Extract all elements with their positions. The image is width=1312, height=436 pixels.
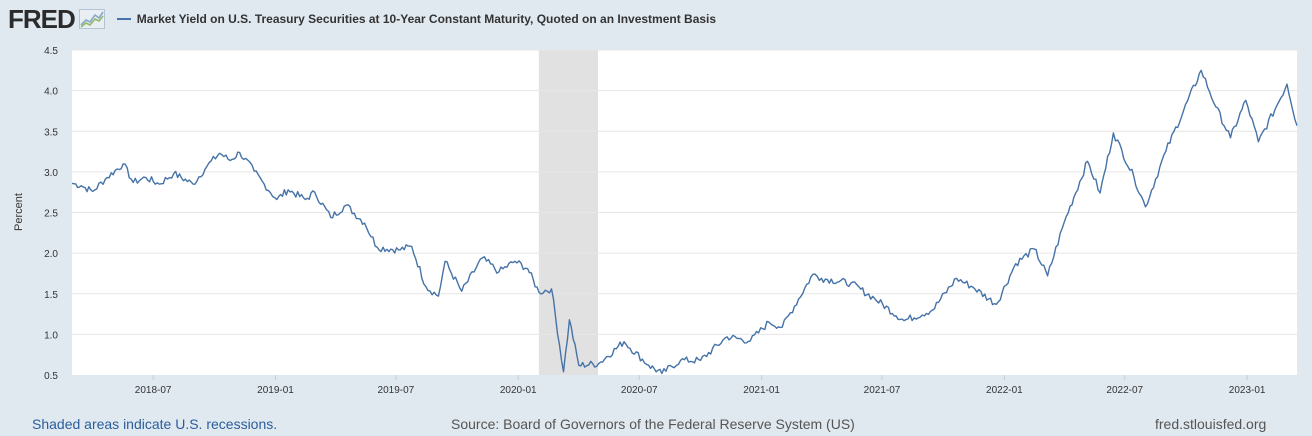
x-tick-label: 2021-01 xyxy=(743,385,780,396)
x-tick-label: 2020-07 xyxy=(621,385,658,396)
source-text: Source: Board of Governors of the Federa… xyxy=(451,416,855,432)
y-tick-label: 3.0 xyxy=(44,168,58,179)
series-layer xyxy=(71,69,1298,375)
fred-logo[interactable]: FRED xyxy=(8,6,105,32)
line-graph-icon xyxy=(78,9,105,29)
x-tick-label: 2019-01 xyxy=(257,385,294,396)
chart: 0.5 1.0 1.5 2.0 2.5 3.0 3.5 4.0 4.5 2018-07 2019-… xyxy=(13,46,1298,396)
y-tick-label: 2.5 xyxy=(44,209,58,220)
y-tick-label: 4.0 xyxy=(44,87,58,98)
x-tick-label: 2020-01 xyxy=(500,385,537,396)
x-tick-label: 2022-01 xyxy=(986,385,1023,396)
y-axis-ticks: 0.5 1.0 1.5 2.0 2.5 3.0 3.5 4.0 4.5 xyxy=(44,46,58,382)
y-axis-label: Percent xyxy=(13,193,25,231)
x-tick-label: 2018-07 xyxy=(135,385,172,396)
y-tick-label: 1.0 xyxy=(44,330,58,341)
chart-header: FRED Market Yield on U.S. Treasury Secur… xyxy=(8,6,716,32)
y-tick-label: 3.5 xyxy=(44,127,58,138)
x-tick-label: 2022-07 xyxy=(1106,385,1143,396)
x-tick-label: 2021-07 xyxy=(864,385,901,396)
x-axis-ticks: 2018-07 2019-01 2019-07 2020-01 2020-07 2021-… xyxy=(135,375,1266,396)
series-line xyxy=(71,69,1298,375)
y-tick-label: 0.5 xyxy=(44,371,58,382)
legend-swatch xyxy=(116,18,131,20)
legend[interactable]: Market Yield on U.S. Treasury Securities… xyxy=(116,12,717,26)
x-tick-label: 2023-01 xyxy=(1229,385,1266,396)
fred-logo-text: FRED xyxy=(8,4,76,34)
y-tick-label: 4.5 xyxy=(44,46,58,57)
y-tick-label: 1.5 xyxy=(44,290,58,301)
site-url[interactable]: fred.stlouisfed.org xyxy=(1155,416,1267,432)
x-tick-label: 2019-07 xyxy=(378,385,415,396)
gridlines xyxy=(72,49,1297,335)
legend-label: Market Yield on U.S. Treasury Securities… xyxy=(136,12,717,26)
recession-note-link[interactable]: Shaded areas indicate U.S. recessions. xyxy=(32,416,278,432)
y-tick-label: 2.0 xyxy=(44,249,58,260)
